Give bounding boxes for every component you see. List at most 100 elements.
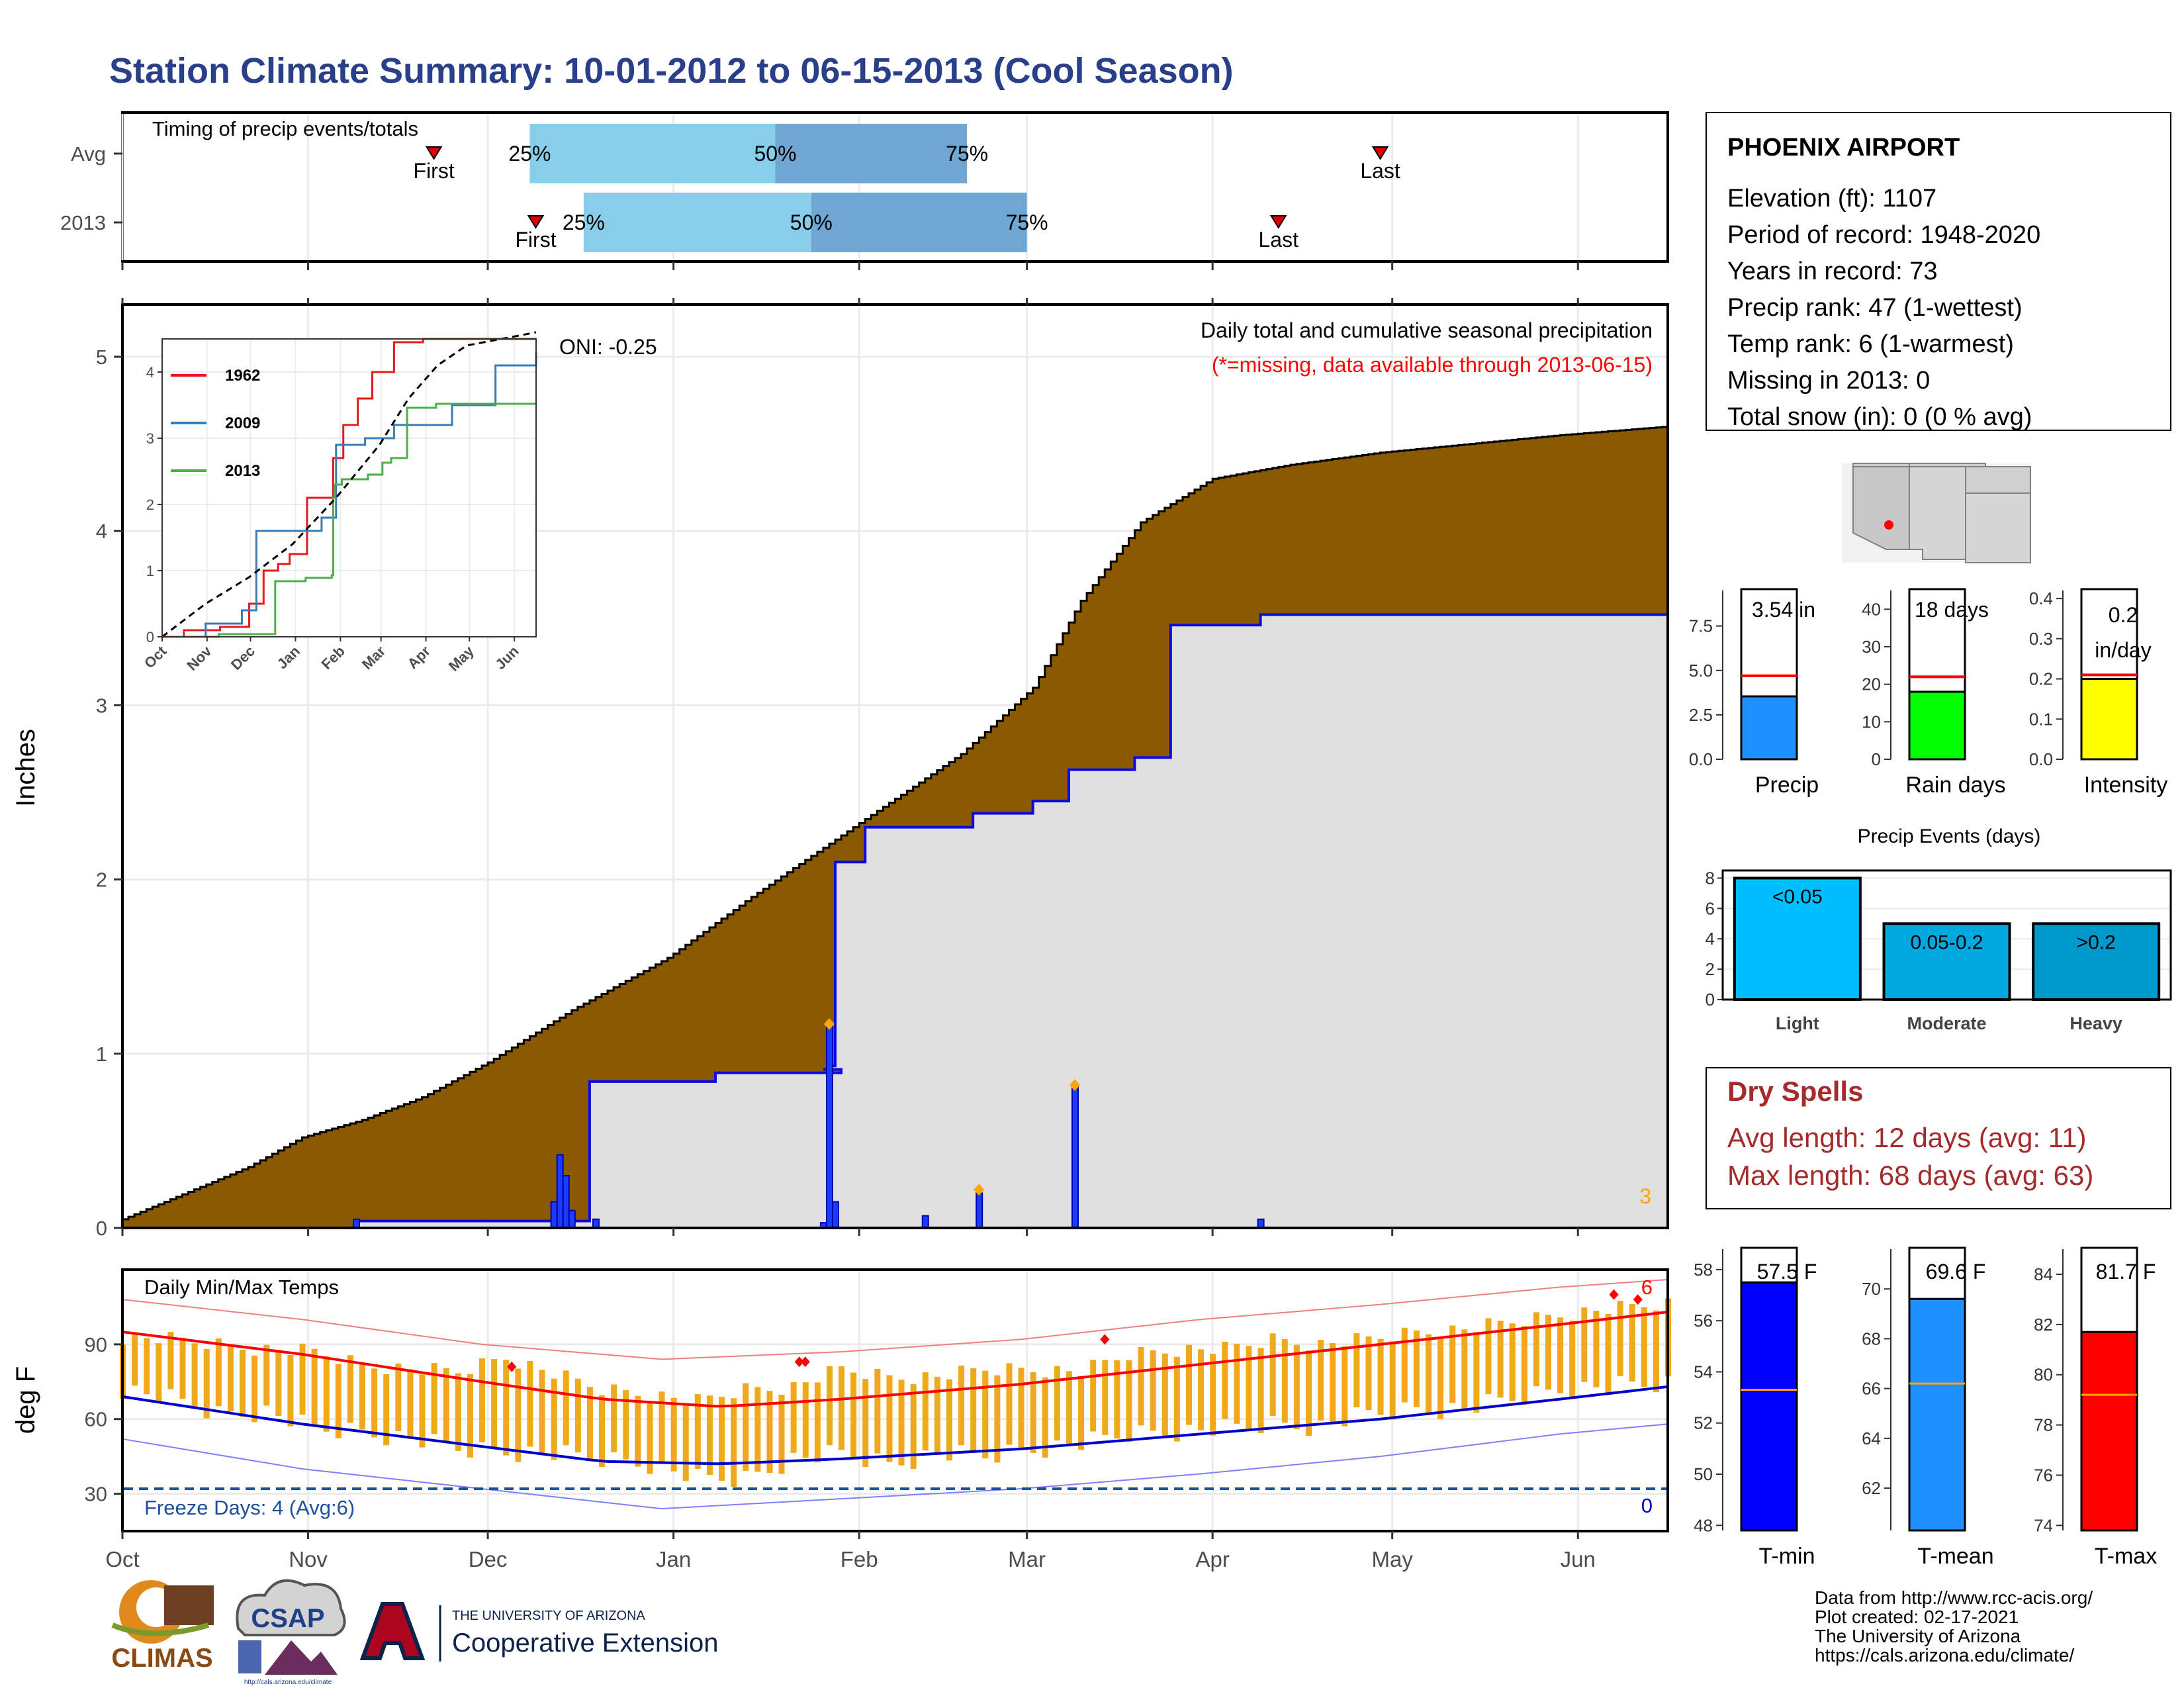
oni-label: ONI: -0.25 xyxy=(559,335,657,359)
precip-events-category-0: Light xyxy=(1776,1013,1819,1033)
timing-label-50: 50% xyxy=(754,142,796,165)
daily-record-flag xyxy=(1069,1079,1081,1092)
temp-range-bar xyxy=(874,1368,881,1454)
freeze-days-label: Freeze Days: 4 (Avg:6) xyxy=(144,1496,355,1519)
temp-range-bar xyxy=(539,1370,545,1454)
intensity-panel-y-tick-label: 0.2 xyxy=(2029,669,2053,689)
main-precip-panel: 0 1 2 3 4 5 Inches Daily total and cumulative… xyxy=(11,298,1669,1240)
temp-range-bar xyxy=(1533,1312,1539,1387)
temp-range-bar xyxy=(994,1375,1001,1463)
station-line-elevation: Elevation (ft): 1107 xyxy=(1727,185,1936,212)
temp-range-bar xyxy=(982,1370,989,1459)
station-line-precip-rank: Precip rank: 47 (1-wettest) xyxy=(1727,294,2023,322)
temp-range-bar xyxy=(1078,1376,1085,1450)
temp-range-bar xyxy=(719,1397,725,1481)
timing-label-25: 25% xyxy=(563,211,605,234)
intensity-panel-y-tick-label: 0.3 xyxy=(2029,629,2053,649)
main-precip-ylabel: Inches xyxy=(11,729,40,807)
temp-y-ticks: 30 60 90 xyxy=(85,1333,122,1506)
temp-range-bar xyxy=(443,1368,449,1443)
timing-x-ticks xyxy=(114,152,1579,270)
temp-range-bar xyxy=(1497,1321,1504,1398)
intensity-panel-y-tick-label: 0.1 xyxy=(2029,709,2053,729)
temp-range-bar xyxy=(167,1332,174,1389)
inset-y-tick-label: 2 xyxy=(146,496,154,513)
temp-range-bar xyxy=(1198,1349,1205,1430)
temp-range-bar xyxy=(659,1391,665,1462)
inset-legend: 1962 2009 2013 xyxy=(171,367,260,480)
timing-label-first: First xyxy=(515,228,556,252)
temp-range-bar xyxy=(395,1363,402,1431)
precip-events-title: Precip Events (days) xyxy=(1858,825,2041,847)
temp-y-tick-label: 60 xyxy=(85,1408,107,1431)
daily-precip-bar xyxy=(825,1023,833,1229)
footer-line-data: Data from http://www.rcc-acis.org/ xyxy=(1815,1587,2093,1608)
temp-plot xyxy=(120,1279,1671,1510)
temp-range-bar xyxy=(1042,1377,1048,1458)
temp-range-bar xyxy=(215,1338,222,1407)
precip-totals-panels: 0.0 2.5 5.0 7.5 Precip 0 10 20 30 40 Rain days 0.0 0… xyxy=(1689,588,2167,798)
main-y-tick-label: 4 xyxy=(96,520,107,543)
precip-events-category-2: Heavy xyxy=(2070,1013,2122,1033)
temp-x-tick-label: Dec xyxy=(469,1547,508,1571)
temp-range-bar xyxy=(1413,1330,1420,1407)
intensity-panel-value-bar xyxy=(2080,678,2138,761)
precip-events-bar-1 xyxy=(1882,922,2011,1001)
precip-panel-y-tick-label: 5.0 xyxy=(1689,661,1713,680)
daily-record-flag xyxy=(823,1018,835,1031)
figure-title: Station Climate Summary: 10-01-2012 to 0… xyxy=(109,51,1234,91)
temp-mean-caption-1: 69.6 F xyxy=(1926,1260,1986,1284)
rain-days-panel-y-tick-label: 40 xyxy=(1862,599,1881,619)
temp-range-bar xyxy=(419,1374,426,1448)
dry-spells-max: Max length: 68 days (avg: 63) xyxy=(1727,1160,2093,1191)
csap-logo-mountain xyxy=(265,1640,338,1675)
temp-range-bar xyxy=(551,1378,557,1460)
temp-record-flag xyxy=(507,1361,517,1372)
precip-events-bar-2 xyxy=(2032,922,2161,1001)
temp-mean-caption-2: 81.7 F xyxy=(2096,1260,2156,1284)
temp-range-bar xyxy=(778,1395,785,1474)
precip-events-bar-label-2: >0.2 xyxy=(2077,931,2116,953)
temp-range-bar xyxy=(635,1395,641,1467)
station-info-box: PHOENIX AIRPORT Elevation (ft): 1107 Per… xyxy=(1706,112,2171,431)
temp-x-tick-label: Nov xyxy=(289,1547,328,1571)
temp-y-tick-label: 30 xyxy=(85,1483,107,1506)
temp-range-bar xyxy=(814,1382,821,1463)
temp-range-bar xyxy=(1293,1344,1300,1430)
timing-heading: Timing of precip events/totals xyxy=(152,117,418,140)
temp-range-bar xyxy=(922,1372,929,1451)
timing-bar-50-75 xyxy=(775,124,968,183)
tmin-panel-y-tick-label: 56 xyxy=(1694,1311,1713,1331)
avg-min-line xyxy=(122,1385,1668,1466)
temp-range-bar xyxy=(1449,1325,1456,1403)
timing-label-50: 50% xyxy=(790,211,833,234)
temp-range-bar xyxy=(383,1374,390,1446)
precip-total-caption: 3.54 in xyxy=(1752,598,1815,622)
temp-range-bar xyxy=(839,1366,845,1450)
temp-range-bar xyxy=(299,1343,306,1415)
footer-line-url: https://cals.arizona.edu/climate/ xyxy=(1815,1645,2074,1665)
rain-days-panel-y-tick-label: 10 xyxy=(1862,712,1881,731)
avg-max-line xyxy=(122,1310,1668,1408)
station-line-snow: Total snow (in): 0 (0 % avg) xyxy=(1727,403,2032,431)
timing-bar-25-50 xyxy=(529,124,776,183)
temp-range-bar xyxy=(1269,1333,1276,1417)
main-y-tick-label: 5 xyxy=(96,346,107,369)
tmean-panel-y-tick-label: 62 xyxy=(1862,1478,1881,1498)
tmean-panel-label: T-mean xyxy=(1917,1544,1993,1569)
tmax-panel-y-tick-label: 80 xyxy=(2034,1365,2053,1385)
temp-range-bar xyxy=(1030,1372,1036,1453)
temp-range-bar xyxy=(227,1344,234,1412)
temp-range-bar xyxy=(1473,1332,1480,1413)
temp-range-bar xyxy=(407,1369,414,1439)
csap-logo-cloud xyxy=(236,1579,346,1636)
intensity-panel-y-tick-label: 0.4 xyxy=(2029,588,2053,608)
tmin-panel-y-tick-label: 52 xyxy=(1694,1413,1713,1433)
temp-range-bar xyxy=(1173,1356,1180,1442)
timing-row-label-avg: Avg xyxy=(71,142,106,165)
temp-range-bar xyxy=(1653,1310,1659,1393)
precip-events-category-1: Moderate xyxy=(1907,1013,1986,1033)
temp-range-bar xyxy=(1018,1368,1024,1449)
avg-cumulative-outline xyxy=(122,426,1669,1221)
